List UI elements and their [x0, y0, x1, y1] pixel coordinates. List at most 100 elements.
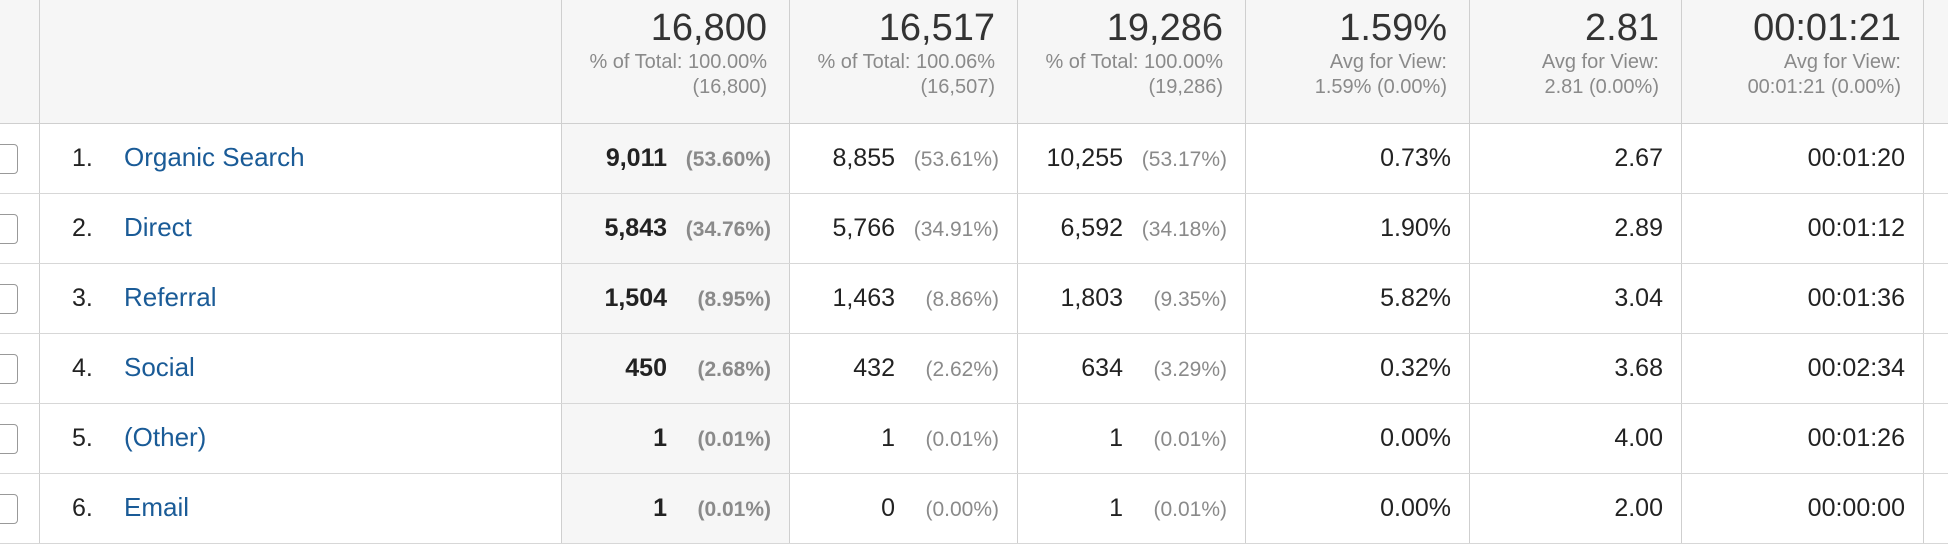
row-checkbox[interactable] [0, 214, 18, 244]
metric-value: 00:00:00 [1807, 494, 1905, 522]
table-row: 5. (Other) 1 (0.01%) 1 (0.01%) 1 (0.01%) 0.00% 4.… [0, 404, 1948, 474]
column-divider [1017, 0, 1018, 544]
table-row: 6. Email 1 (0.01%) 0 (0.00%) 1 (0.01%) 0.00% 2.00… [0, 474, 1948, 544]
column-divider [39, 0, 40, 544]
metric-value: 1,504 [604, 284, 667, 312]
table-row: 3. Referral 1,504 (8.95%) 1,463 (8.86%) 1,803 (… [0, 264, 1948, 334]
metric-cell: 2.89 [1469, 214, 1663, 243]
metric-cell: 1 (0.01%) [1017, 494, 1227, 523]
metric-cell: 0.00% [1245, 424, 1451, 453]
metric-value: 0.00% [1380, 494, 1451, 522]
table-header: 16,800 % of Total: 100.00% (16,800) 16,5… [0, 0, 1948, 124]
metric-percent: (53.61%) [913, 148, 999, 171]
metric-value: 1 [881, 424, 895, 452]
metric-percent: (0.01%) [925, 428, 999, 451]
metric-value: 450 [625, 354, 667, 382]
metric-cell: 00:01:20 [1681, 144, 1905, 173]
column-divider [1681, 0, 1682, 544]
metric-cell: 1 (0.01%) [561, 424, 771, 453]
channel-link[interactable]: Email [124, 492, 190, 522]
row-number: 5. [72, 424, 93, 452]
metric-cell: 00:01:12 [1681, 214, 1905, 243]
table-row: 1. Organic Search 9,011 (53.60%) 8,855 (53.61… [0, 124, 1948, 194]
metric-cell: 9,011 (53.60%) [561, 144, 771, 173]
metric-value: 1 [1109, 494, 1123, 522]
header-total-rate: 1.59% Avg for View: 1.59% (0.00%) [1245, 0, 1469, 124]
metric-value: 10,255 [1046, 144, 1123, 172]
metric-cell: 6,592 (34.18%) [1017, 214, 1227, 243]
metric-percent: (0.01%) [697, 428, 771, 451]
metric-cell: 00:01:36 [1681, 284, 1905, 313]
header-total-pageviews: 19,286 % of Total: 100.00% (19,286) [1017, 0, 1245, 124]
metric-cell: 5,766 (34.91%) [789, 214, 999, 243]
sorted-column-highlight [561, 124, 789, 544]
metric-cell: 00:00:00 [1681, 494, 1905, 523]
header-total-sub2: (16,507) [920, 76, 996, 98]
metric-cell: 8,855 (53.61%) [789, 144, 999, 173]
metric-value: 0.00% [1380, 424, 1451, 452]
metric-cell: 3.68 [1469, 354, 1663, 383]
metric-value: 5,766 [832, 214, 895, 242]
row-checkbox[interactable] [0, 494, 18, 524]
channel-link[interactable]: (Other) [124, 422, 207, 452]
header-total-pages-per-session: 2.81 Avg for View: 2.81 (0.00%) [1469, 0, 1681, 124]
metric-value: 5.82% [1380, 284, 1451, 312]
metric-percent: (3.29%) [1153, 358, 1227, 381]
metric-value: 2.67 [1614, 144, 1663, 172]
metric-cell: 634 (3.29%) [1017, 354, 1227, 383]
header-total-sub2: 1.59% (0.00%) [1314, 76, 1447, 98]
header-total-sub1: % of Total: 100.00% [1045, 51, 1223, 73]
metric-value: 0.73% [1380, 144, 1451, 172]
metric-value: 0 [881, 494, 895, 522]
metric-percent: (0.01%) [1153, 428, 1227, 451]
metric-cell: 0 (0.00%) [789, 494, 999, 523]
header-total-sessions: 16,800 % of Total: 100.00% (16,800) [561, 0, 789, 124]
row-checkbox[interactable] [0, 144, 18, 174]
channel-link[interactable]: Organic Search [124, 142, 305, 172]
metric-cell: 5,843 (34.76%) [561, 214, 771, 243]
metric-cell: 0.00% [1245, 494, 1451, 523]
column-divider [1245, 0, 1246, 544]
channel-link[interactable]: Social [124, 352, 195, 382]
header-total-sub2: (19,286) [1148, 76, 1224, 98]
metric-percent: (0.01%) [697, 498, 771, 521]
metric-cell: 432 (2.62%) [789, 354, 999, 383]
metric-value: 00:01:12 [1807, 214, 1905, 242]
metric-percent: (53.60%) [685, 148, 771, 171]
metric-cell: 2.00 [1469, 494, 1663, 523]
column-divider [1923, 0, 1924, 544]
row-checkbox[interactable] [0, 284, 18, 314]
metric-cell: 0.32% [1245, 354, 1451, 383]
metric-value: 00:01:20 [1807, 144, 1905, 172]
metric-cell: 00:02:34 [1681, 354, 1905, 383]
channel-link[interactable]: Direct [124, 212, 192, 242]
column-divider [1469, 0, 1470, 544]
header-total-sub2: 00:01:21 (0.00%) [1747, 76, 1901, 98]
header-total-sub2: 2.81 (0.00%) [1544, 76, 1659, 98]
metric-value: 1 [653, 424, 667, 452]
metric-value: 1,803 [1060, 284, 1123, 312]
metric-value: 8,855 [832, 144, 895, 172]
header-total-value: 19,286 [1106, 7, 1223, 49]
header-total-users: 16,517 % of Total: 100.06% (16,507) [789, 0, 1017, 124]
metric-cell: 10,255 (53.17%) [1017, 144, 1227, 173]
channel-link[interactable]: Referral [124, 282, 217, 312]
metric-value: 5,843 [604, 214, 667, 242]
row-checkbox[interactable] [0, 424, 18, 454]
metric-cell: 450 (2.68%) [561, 354, 771, 383]
row-number: 2. [72, 214, 93, 242]
header-total-sub1: % of Total: 100.06% [817, 51, 995, 73]
metric-value: 1.90% [1380, 214, 1451, 242]
metric-value: 432 [853, 354, 895, 382]
metric-cell: 00:01:26 [1681, 424, 1905, 453]
metric-percent: (34.76%) [685, 218, 771, 241]
header-total-value: 2.81 [1585, 7, 1659, 49]
header-total-value: 1.59% [1339, 7, 1447, 49]
metric-value: 00:02:34 [1807, 354, 1905, 382]
table-row: 2. Direct 5,843 (34.76%) 5,766 (34.91%) 6,592 (… [0, 194, 1948, 264]
metric-value: 6,592 [1060, 214, 1123, 242]
row-checkbox[interactable] [0, 354, 18, 384]
row-number: 1. [72, 144, 93, 172]
metric-cell: 1,463 (8.86%) [789, 284, 999, 313]
header-total-sub2: (16,800) [692, 76, 768, 98]
